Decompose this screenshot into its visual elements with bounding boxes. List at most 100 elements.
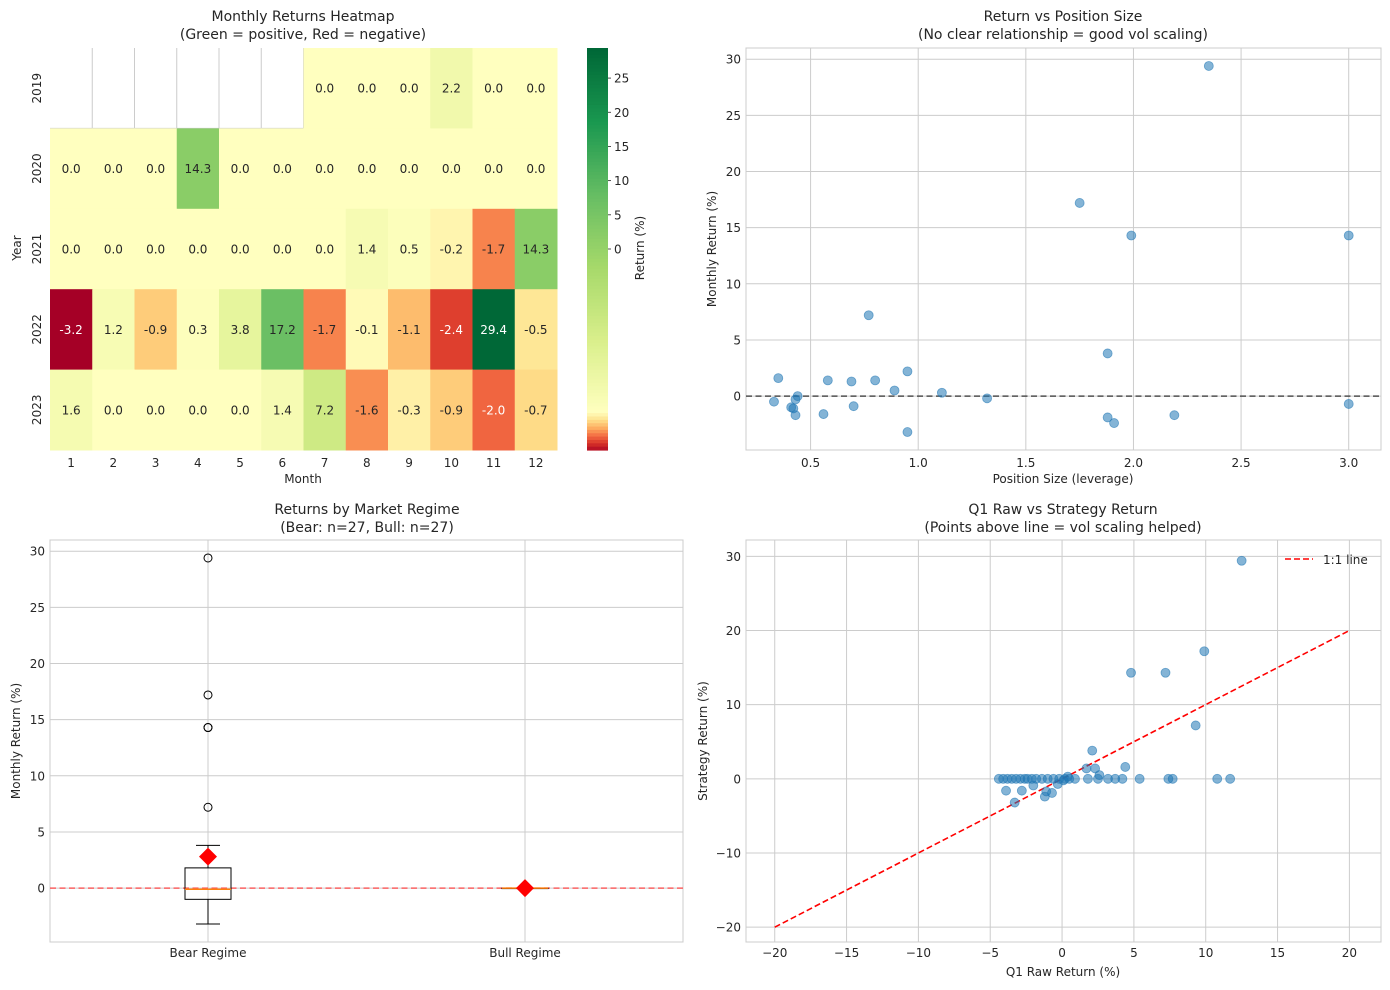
colorbar-segment [587, 238, 608, 243]
colorbar-segment [587, 61, 608, 66]
heatmap-cell-value: 0.0 [357, 162, 376, 176]
heatmap-x-ticks: 1 2 3 4 5 6 7 8 9 10 11 12 [67, 456, 543, 470]
y-tick-label: 30 [30, 545, 45, 559]
x-tick-label: 2.5 [1232, 456, 1251, 470]
heatmap-cell [430, 289, 473, 371]
colorbar-segment [587, 228, 608, 233]
heatmap-cell [50, 208, 93, 290]
colorbar-segment [587, 202, 608, 207]
scatter-point [863, 310, 874, 321]
heatmap-cell-value: -0.1 [355, 323, 378, 337]
colorbar-segment [587, 188, 608, 193]
q1-scatter-y-label: Strategy Return (%) [696, 681, 710, 801]
colorbar-segment [587, 249, 608, 253]
x-tick-label: 1.5 [1016, 456, 1035, 470]
box-outlier [203, 690, 213, 700]
colorbar-segment [587, 372, 608, 377]
scatter-point [1102, 412, 1113, 423]
heatmap-cell-value: 0.0 [484, 82, 503, 96]
colorbar-segment [587, 446, 608, 451]
heatmap-colorbar-label: Return (%) [633, 216, 647, 280]
colorbar-segment [587, 81, 608, 86]
regime-boxplot-panel: Returns by Market Regime (Bear: n=27, Bu… [9, 502, 684, 960]
colorbar-segment [587, 389, 608, 394]
q1-scatter-x-ticks: −20 −15 −10 −5 0 5 10 15 20 [762, 946, 1357, 960]
colorbar-segment [587, 259, 608, 263]
scatter-point [1203, 61, 1214, 71]
scatter-point [1087, 745, 1098, 756]
colorbar-segment [587, 171, 608, 176]
heatmap-cell [303, 128, 347, 210]
heatmap-cell-value: -2.4 [440, 323, 463, 337]
colorbar-segment [587, 198, 608, 203]
heatmap-subtitle: (Green = positive, Red = negative) [180, 27, 426, 43]
heatmap-cell [261, 369, 304, 451]
colorbar-tick-label: 15 [614, 140, 629, 154]
heatmap-cell-value: -1.7 [482, 243, 505, 257]
colorbar-tick-label: 20 [614, 106, 629, 120]
heatmap-cell [303, 369, 347, 451]
colorbar-segment [587, 275, 608, 280]
heatmap-cell-value: 1.2 [104, 323, 123, 337]
scatter-point [1236, 555, 1247, 566]
colorbar-segment [587, 329, 608, 334]
scatter-point [1117, 773, 1128, 784]
heatmap-cell [345, 289, 389, 371]
heatmap-cell-value: -2.0 [482, 403, 505, 417]
heatmap-cell-value: 0.0 [104, 243, 123, 257]
q1-scatter-points [993, 555, 1247, 808]
colorbar-segment [587, 255, 608, 260]
scatter-point [1083, 773, 1093, 784]
colorbar-segment [587, 108, 608, 113]
heatmap-cell [388, 128, 431, 210]
scatter-point [870, 375, 881, 386]
scatter-point [790, 410, 801, 421]
colorbar-segment [587, 48, 608, 52]
scatter-point [1094, 770, 1105, 781]
colorbar-segment [587, 74, 608, 79]
colorbar-segment [587, 352, 608, 357]
colorbar-segment [587, 359, 608, 364]
colorbar-segment [587, 158, 608, 163]
heatmap-y-tick-label: 2023 [30, 395, 44, 426]
colorbar-segment [587, 299, 608, 304]
heatmap-cell [92, 289, 135, 371]
heatmap-cell [219, 128, 262, 210]
colorbar-segment [587, 222, 608, 227]
colorbar-segment [587, 279, 608, 284]
colorbar-tick-label: 25 [614, 72, 629, 86]
colorbar-segment [587, 399, 608, 404]
heatmap-cell [388, 369, 431, 451]
heatmap-cell [134, 289, 178, 371]
heatmap-cell-value: 0.3 [188, 323, 207, 337]
x-tick-label: 15 [1270, 946, 1285, 960]
heatmap-cell [261, 128, 304, 210]
colorbar-segment [587, 88, 608, 93]
scatter-point [1102, 348, 1113, 359]
heatmap-cell [388, 289, 431, 371]
scatter-point [1343, 399, 1354, 409]
colorbar-segment [587, 346, 608, 351]
colorbar-segment [587, 413, 608, 418]
boxplot-x-ticks: Bear Regime Bull Regime [170, 946, 561, 960]
scatter-point [846, 376, 857, 387]
colorbar-segment [587, 71, 608, 76]
heatmap-x-tick-label: 4 [194, 456, 202, 470]
box-mean-marker [516, 879, 534, 898]
scatter-point [1126, 230, 1137, 241]
colorbar-segment [587, 225, 608, 230]
heatmap-cell-value: 0.0 [146, 243, 165, 257]
heatmap-cell [176, 369, 220, 451]
y-tick-label: 30 [726, 550, 741, 564]
colorbar-segment [587, 379, 608, 384]
position-scatter-points [769, 61, 1354, 437]
colorbar-segment [587, 252, 608, 257]
colorbar-segment [587, 305, 608, 310]
scatter-point [1225, 773, 1236, 784]
colorbar-segment [587, 429, 608, 434]
colorbar-segment [587, 78, 608, 83]
colorbar-segment [587, 145, 608, 150]
colorbar-segment [587, 178, 608, 183]
scatter-point [1047, 788, 1057, 798]
